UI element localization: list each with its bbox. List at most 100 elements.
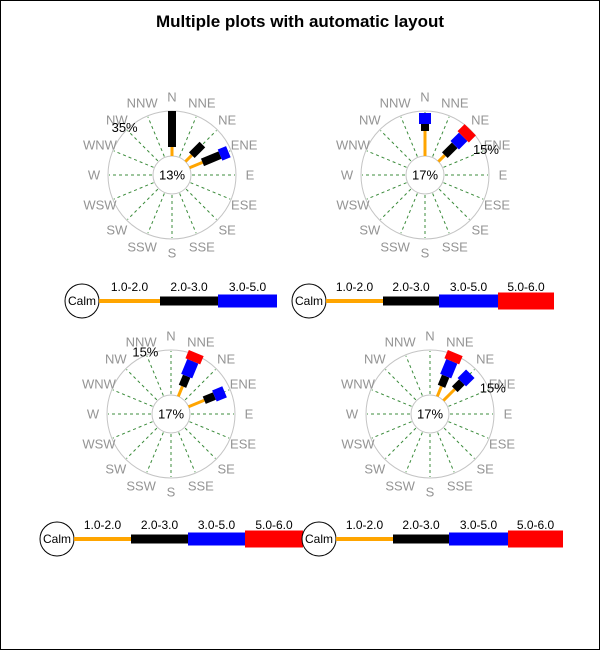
- grid-spoke-wsw: [112, 421, 153, 439]
- wind-bar-segment: [181, 359, 199, 379]
- legend-range-label: 5.0-6.0: [255, 518, 293, 532]
- calm-legend-label: Calm: [305, 532, 333, 546]
- direction-label-wnw: WNW: [83, 138, 118, 153]
- direction-label-e: E: [504, 407, 513, 422]
- calm-legend-label: Calm: [68, 294, 96, 308]
- direction-label-se: SE: [217, 462, 235, 477]
- wind-bar-segment: [457, 124, 476, 143]
- wind-bar-segment: [187, 398, 205, 409]
- grid-spoke-nw: [127, 130, 159, 162]
- direction-label-ese: ESE: [484, 197, 510, 212]
- direction-label-ese: ESE: [489, 436, 515, 451]
- calm-circle: [410, 394, 450, 434]
- direction-label-se: SE: [218, 223, 236, 238]
- grid-spoke-wsw: [371, 421, 412, 439]
- direction-label-ene: ENE: [489, 377, 516, 392]
- wind-bar-segment: [437, 154, 446, 163]
- direction-label-w: W: [346, 407, 359, 422]
- calm-circle: [151, 394, 191, 434]
- outer-circle: [365, 349, 495, 479]
- direction-label-nnw: NNW: [126, 334, 158, 349]
- direction-label-ssw: SSW: [385, 479, 415, 494]
- grid-spoke-wnw: [112, 389, 153, 407]
- grid-spoke-nnw: [400, 116, 418, 157]
- grid-spoke-nne: [432, 116, 450, 157]
- legend-segment: [326, 299, 383, 303]
- legend-segment: [245, 530, 303, 548]
- direction-label-s: S: [426, 485, 435, 500]
- legend-range-label: 2.0-3.0: [141, 518, 179, 532]
- legend-segment: [336, 537, 393, 541]
- direction-label-s: S: [167, 485, 176, 500]
- legend-range-label: 3.0-5.0: [229, 280, 267, 294]
- wind-bar-segment: [442, 388, 456, 402]
- direction-label-ene: ENE: [230, 377, 257, 392]
- direction-label-nnw: NNW: [127, 95, 159, 110]
- grid-spoke-wnw: [371, 389, 412, 407]
- legend-bottom-left: Calm 1.0-2.0 2.0-3.0 3.0-5.0 5.0-6.0: [39, 518, 303, 557]
- legend-segment: [439, 294, 498, 308]
- direction-label-n: N: [166, 329, 175, 344]
- grid-spoke-ne: [184, 369, 216, 401]
- legend-segment: [160, 296, 218, 306]
- grid-spoke-se: [438, 188, 470, 220]
- wind-bar-segment: [437, 374, 450, 388]
- outer-circle: [106, 349, 236, 479]
- grid-spoke-nne: [179, 116, 197, 157]
- legend-bottom-right: Calm 1.0-2.0 2.0-3.0 3.0-5.0 5.0-6.0: [301, 518, 563, 557]
- grid-spoke-ese: [189, 421, 230, 439]
- direction-label-w: W: [341, 168, 354, 183]
- grid-spoke-nnw: [146, 355, 164, 396]
- wind-bar-segment: [202, 392, 216, 404]
- direction-label-ene: ENE: [484, 138, 511, 153]
- wind-bar-segment: [184, 154, 193, 163]
- direction-label-e: E: [246, 168, 255, 183]
- wind-bar-segment: [451, 379, 465, 393]
- wind-bar-segment: [441, 142, 458, 159]
- direction-label-ssw: SSW: [380, 240, 410, 255]
- direction-label-ssw: SSW: [127, 240, 157, 255]
- wind-bar-segment: [419, 113, 431, 124]
- direction-label-ene: ENE: [231, 138, 258, 153]
- wind-bar-segment: [185, 349, 204, 365]
- grid-spoke-se: [443, 427, 475, 459]
- grid-spoke-sw: [385, 427, 417, 459]
- wind-bar-segment: [168, 111, 176, 147]
- legend-range-label: 1.0-2.0: [84, 518, 122, 532]
- wind-bar-segment: [170, 147, 174, 156]
- legend-segment: [99, 299, 160, 303]
- legend-range-label: 1.0-2.0: [336, 280, 374, 294]
- legend-segment: [188, 532, 245, 546]
- legend-range-label: 5.0-6.0: [517, 518, 555, 532]
- legend-segment: [131, 534, 188, 544]
- grid-spoke-wnw: [366, 150, 407, 168]
- direction-label-sse: SSE: [442, 240, 468, 255]
- calm-legend-label: Calm: [295, 294, 323, 308]
- direction-label-w: W: [88, 168, 101, 183]
- direction-label-ne: NE: [218, 112, 236, 127]
- grid-spoke-wsw: [366, 182, 407, 200]
- wind-bar-segment: [435, 385, 443, 398]
- direction-label-nw: NW: [359, 112, 381, 127]
- direction-label-n: N: [425, 329, 434, 344]
- direction-label-wnw: WNW: [341, 377, 376, 392]
- direction-label-wnw: WNW: [82, 377, 117, 392]
- direction-label-ssw: SSW: [126, 479, 156, 494]
- grid-spoke-sse: [179, 193, 197, 234]
- direction-label-s: S: [168, 246, 177, 261]
- calm-percent-label: 17%: [158, 407, 184, 422]
- wind-bar-nne: [435, 349, 463, 398]
- grid-spoke-ese: [443, 182, 484, 200]
- wind-bar-segment: [440, 359, 458, 379]
- grid-spoke-ene: [443, 150, 484, 168]
- direction-label-sse: SSE: [189, 240, 215, 255]
- direction-label-se: SE: [471, 223, 489, 238]
- legend-range-label: 2.0-3.0: [170, 280, 208, 294]
- legend-range-label: 2.0-3.0: [392, 280, 430, 294]
- scale-percent-label: 15%: [473, 142, 499, 157]
- grid-spoke-nnw: [147, 116, 165, 157]
- scale-percent-label: 35%: [112, 120, 138, 135]
- grid-spoke-sw: [380, 188, 412, 220]
